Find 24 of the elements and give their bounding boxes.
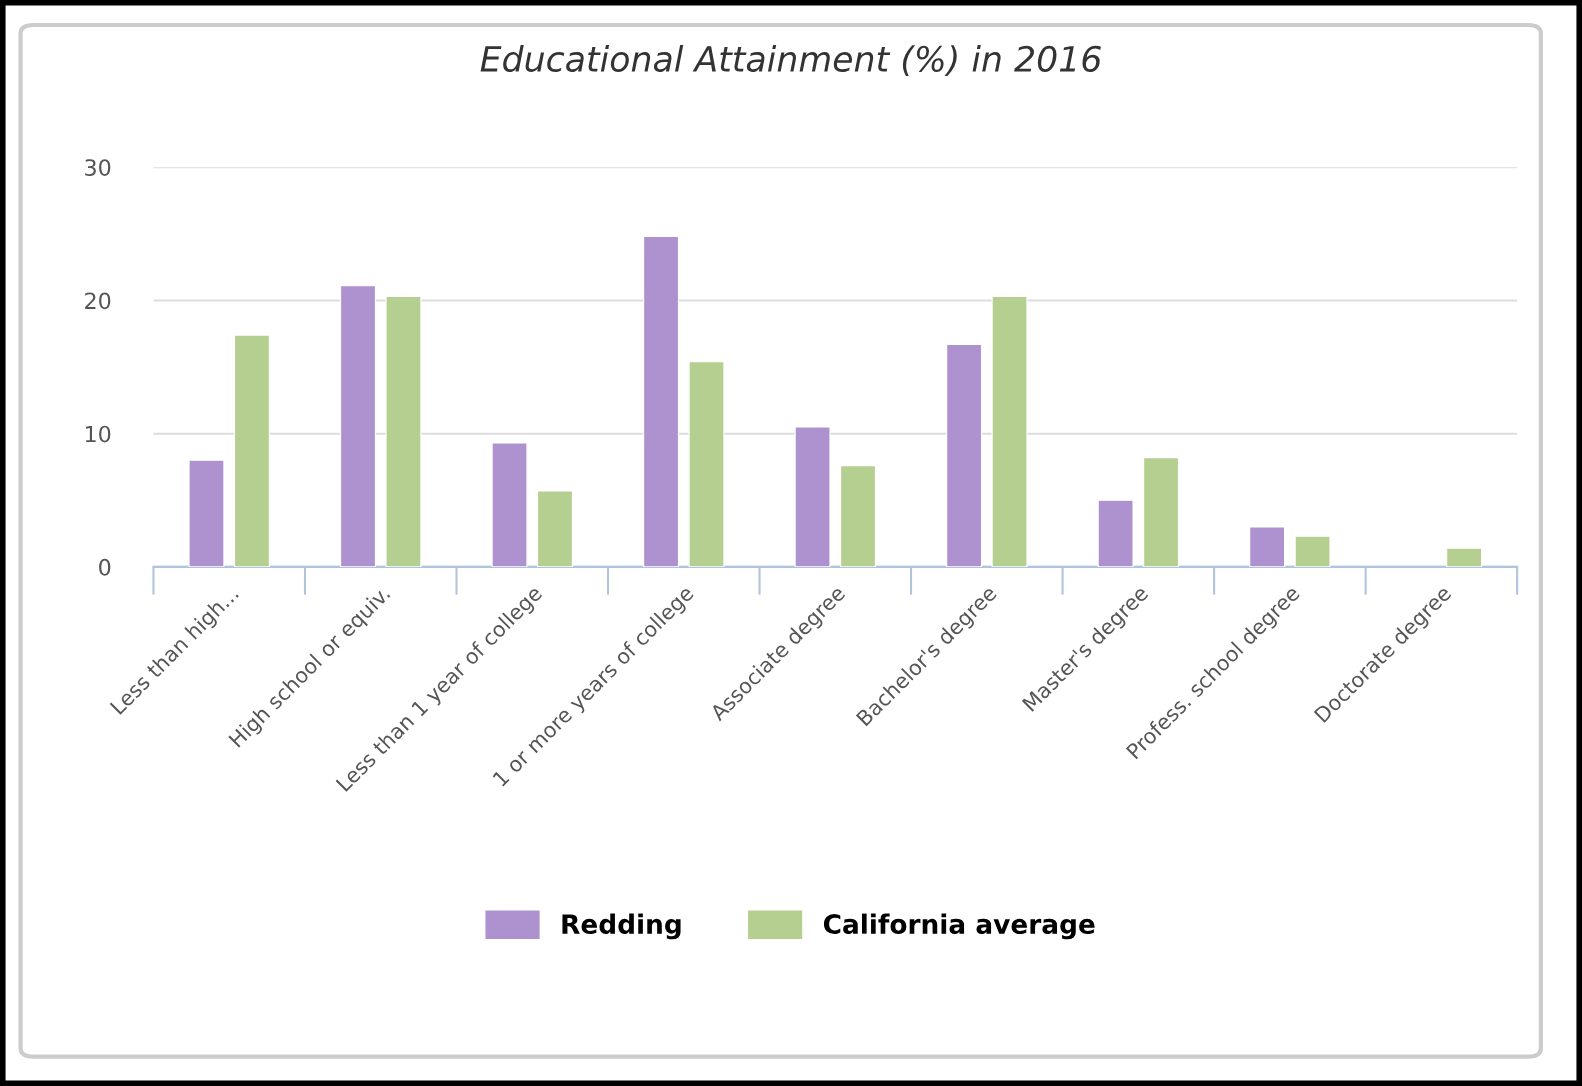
bar: [840, 465, 877, 567]
bar: [946, 343, 983, 567]
bar: [1294, 535, 1331, 567]
y-tick-label: 10: [85, 425, 111, 443]
bar: [688, 361, 725, 567]
bar: [1143, 457, 1180, 567]
bar: [188, 459, 225, 567]
y-tick-label: 30: [85, 159, 111, 176]
bar: [794, 426, 831, 567]
legend-label: California average: [823, 913, 1095, 940]
bar: [491, 442, 528, 567]
bar: [1446, 547, 1483, 567]
bar: [1249, 526, 1286, 567]
legend-label: Redding: [562, 913, 681, 940]
y-tick-label: 0: [99, 558, 111, 576]
y-tick-label: 20: [85, 292, 111, 310]
bar: [233, 334, 270, 567]
bar: [643, 235, 680, 567]
bar: [340, 285, 376, 567]
bar: [537, 490, 573, 567]
chart-title: Educational Attainment (%) in 2016: [480, 45, 1101, 77]
bar: [385, 295, 422, 567]
bar: [991, 295, 1028, 567]
bar: [1097, 499, 1134, 567]
